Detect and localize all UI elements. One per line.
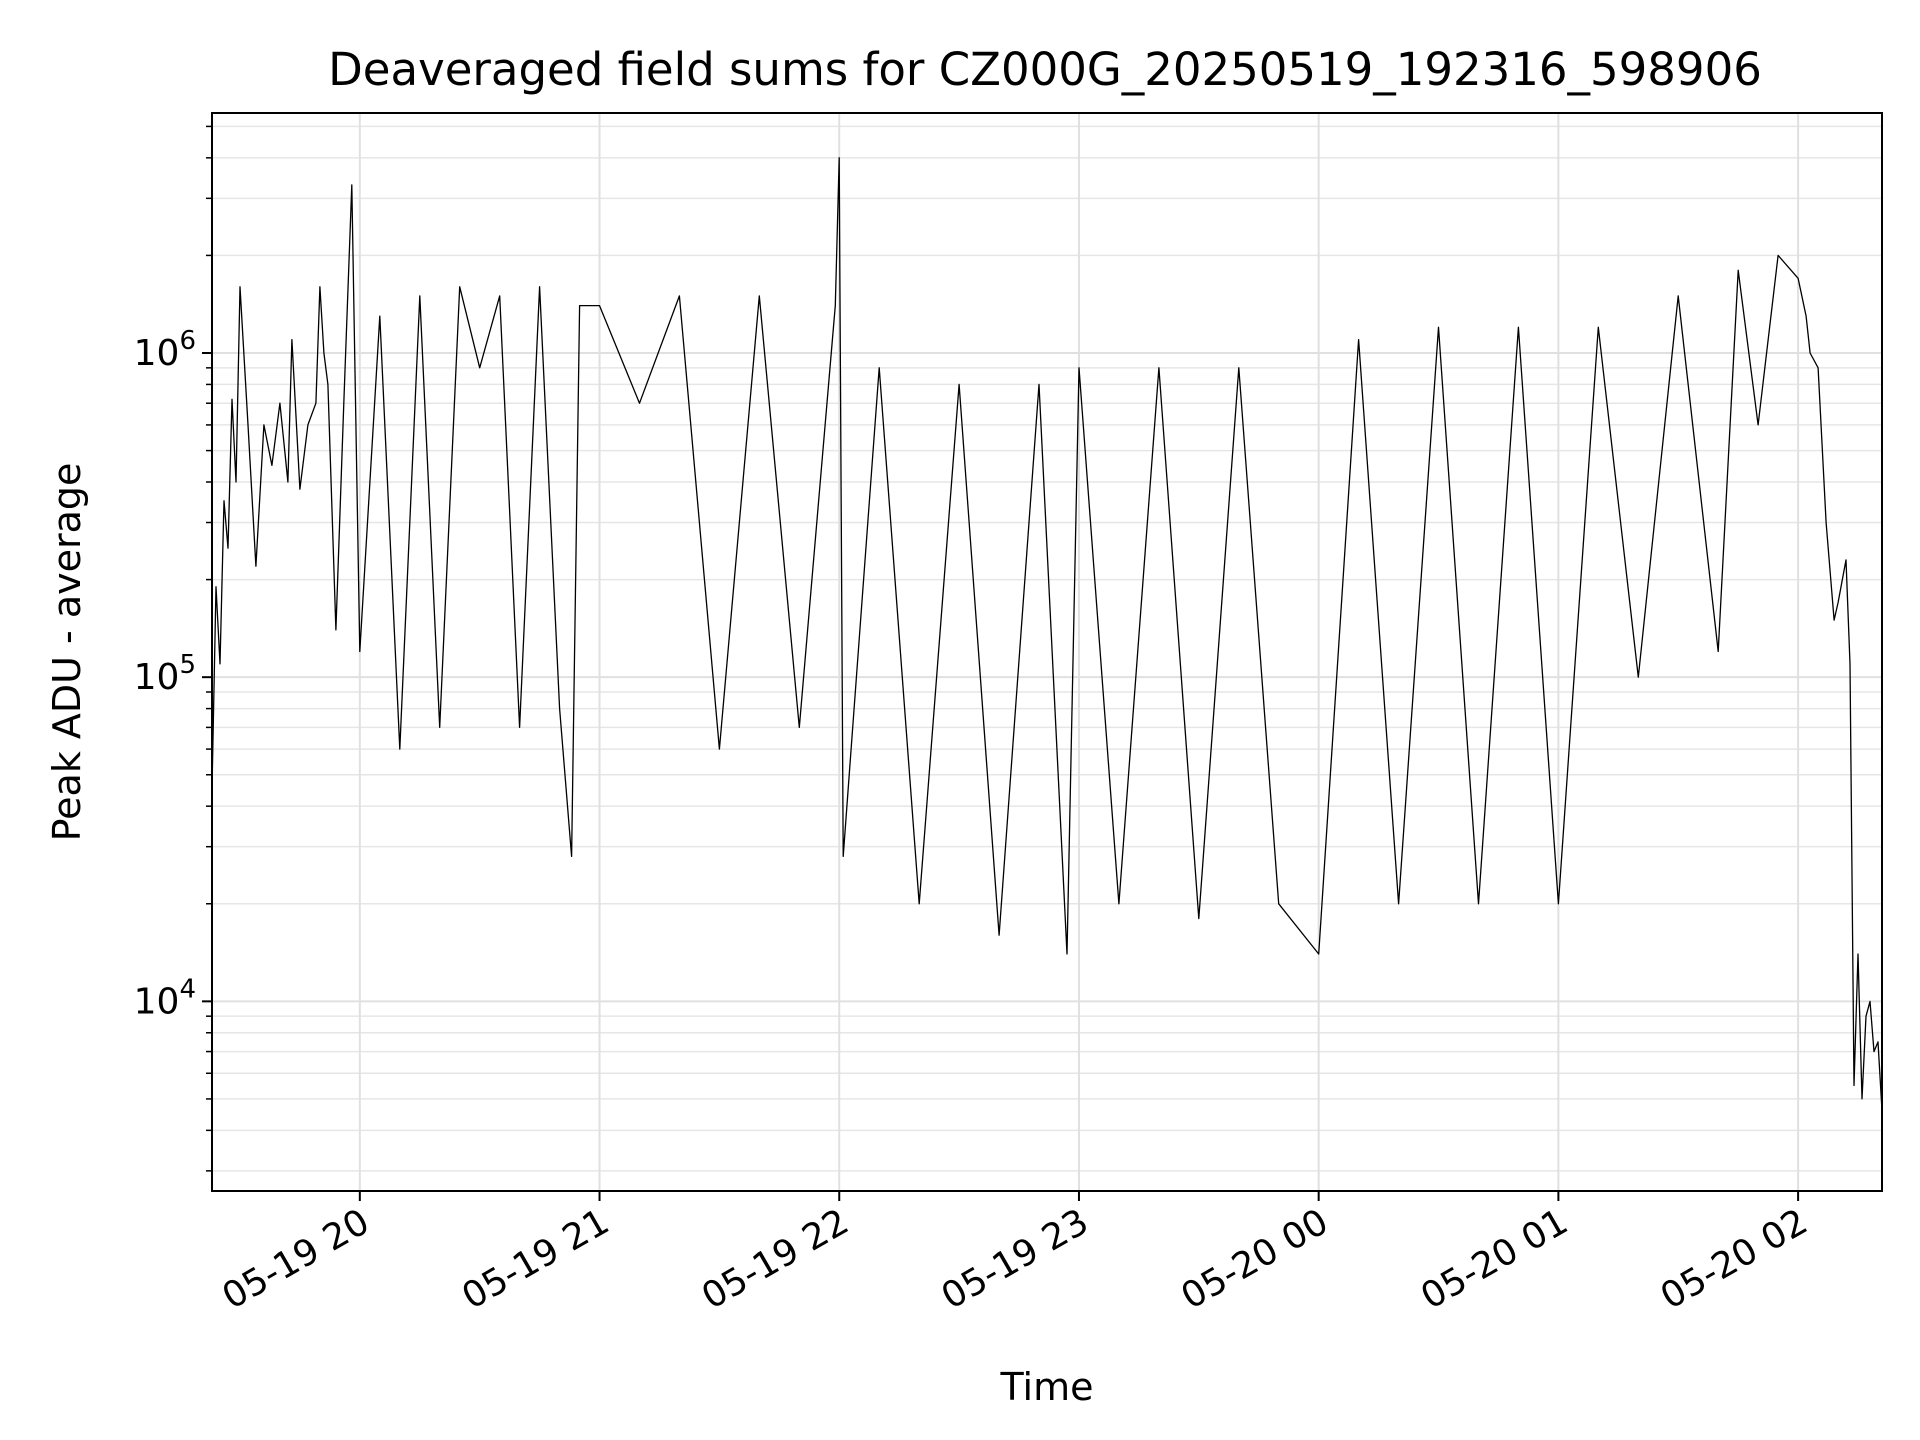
chart-title: Deaveraged field sums for CZ000G_2025051…: [328, 43, 1762, 96]
series-line: [211, 157, 1883, 1111]
plot-frame: [211, 112, 1883, 1192]
minor-gridlines: [212, 125, 1882, 1172]
y-tick-label: 105: [134, 650, 196, 698]
y-tick-label: 104: [134, 974, 196, 1022]
y-axis-label: Peak ADU - average: [45, 463, 89, 842]
y-axis: 104 105 106: [134, 125, 212, 1172]
y-tick-label: 106: [134, 326, 196, 374]
x-axis-label: Time: [1000, 1365, 1094, 1409]
